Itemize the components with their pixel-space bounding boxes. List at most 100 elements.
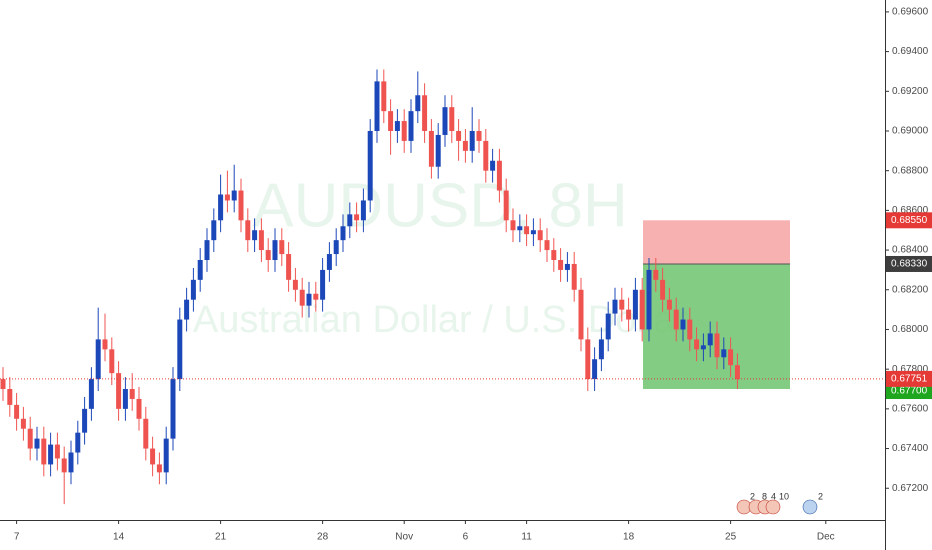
candle-body [646, 269, 652, 330]
candle-body [415, 95, 421, 112]
candle-body [367, 130, 373, 201]
candle-body [102, 339, 108, 350]
candle-body [34, 438, 40, 449]
candle-body [347, 214, 353, 227]
x-tick-label: 28 [317, 532, 329, 543]
candle-body [537, 230, 543, 241]
event-count: 8 [762, 491, 767, 501]
candle-body [333, 240, 339, 255]
candle-body [88, 379, 94, 409]
candle-body [571, 263, 577, 290]
candle-body [82, 408, 88, 433]
candle-body [143, 418, 149, 449]
event-count: 2 [750, 491, 755, 501]
candle-body [632, 289, 638, 320]
candle-body [204, 240, 210, 260]
candle-body [639, 289, 645, 330]
candle-body [381, 81, 387, 112]
candle-body [109, 349, 115, 374]
candle-body [299, 289, 305, 306]
stop-zone [643, 220, 790, 264]
candle-body [75, 432, 81, 453]
candle-body [442, 107, 448, 135]
candle-body [340, 226, 346, 241]
candle-body [20, 418, 26, 429]
event-count: 4 [771, 491, 776, 501]
candle-body [585, 339, 591, 380]
candle-body [218, 194, 224, 221]
candle-body [14, 404, 20, 419]
candle-body [660, 279, 666, 300]
candle-body [136, 398, 142, 419]
candle-body [714, 333, 720, 358]
y-tick-label: 0.68000 [892, 324, 929, 335]
candle-body [558, 260, 564, 270]
candle-body [224, 194, 230, 201]
candle-body [503, 190, 509, 221]
candle-body [292, 279, 298, 290]
candle-body [0, 379, 6, 390]
candle-body [184, 299, 190, 320]
candle-body [687, 319, 693, 340]
y-tick-label: 0.67800 [892, 364, 929, 375]
candle-body [680, 319, 686, 330]
candle-body [163, 438, 169, 473]
candle-body [360, 200, 366, 221]
y-tick-label: 0.67200 [892, 483, 929, 494]
candle-body [592, 359, 598, 380]
candle-body [156, 464, 162, 473]
candle-body [374, 81, 380, 131]
candle-body [306, 293, 312, 306]
candle-body [530, 230, 536, 235]
target-tag-label: 0.67700 [891, 386, 928, 397]
last-price-tag-label: 0.67751 [891, 374, 928, 385]
candle-body [68, 452, 74, 473]
candle-body [449, 107, 455, 131]
candle-body [401, 121, 407, 141]
candle-body [490, 160, 496, 171]
candle-body [231, 190, 237, 201]
candle-body [48, 444, 54, 465]
candle-body [150, 448, 156, 465]
candle-body [116, 373, 122, 409]
candle-body [666, 299, 672, 310]
event-icon[interactable] [765, 499, 781, 515]
event-count: 2 [818, 491, 823, 501]
stop-tag [886, 212, 932, 229]
watermark-name: Australian Dollar / U.S. Dollar [193, 299, 688, 341]
candle-body [394, 121, 400, 131]
x-tick-label: 6 [463, 532, 469, 543]
candle-body [612, 299, 618, 314]
candle-body [286, 254, 292, 280]
x-tick-label: 7 [14, 532, 20, 543]
candle-body [354, 214, 360, 221]
candle-body [456, 130, 462, 141]
y-tick-label: 0.67400 [892, 443, 929, 454]
x-tick-label: Dec [817, 532, 835, 543]
candle-body [694, 339, 700, 350]
candle-body [320, 269, 326, 300]
candle-body [197, 260, 203, 280]
last-price-tag [886, 370, 932, 387]
candle-body [190, 279, 196, 300]
y-tick-label: 0.68200 [892, 284, 929, 295]
candle-body [54, 444, 60, 459]
y-tick-label: 0.69400 [892, 46, 929, 57]
candle-body [462, 140, 468, 151]
candle-body [551, 250, 557, 260]
candle-body [564, 263, 570, 270]
y-tick-label: 0.69200 [892, 86, 929, 97]
candle-body [578, 289, 584, 340]
candle-body [258, 230, 264, 251]
candle-body [728, 349, 734, 366]
candle-body [598, 339, 604, 360]
x-tick-label: 18 [623, 532, 635, 543]
candle-body [544, 240, 550, 251]
candle-body [496, 160, 502, 191]
candle-body [619, 299, 625, 310]
candle-body [61, 458, 67, 473]
candle-body [177, 319, 183, 380]
candle-body [170, 379, 176, 439]
x-tick-label: 11 [521, 532, 532, 543]
